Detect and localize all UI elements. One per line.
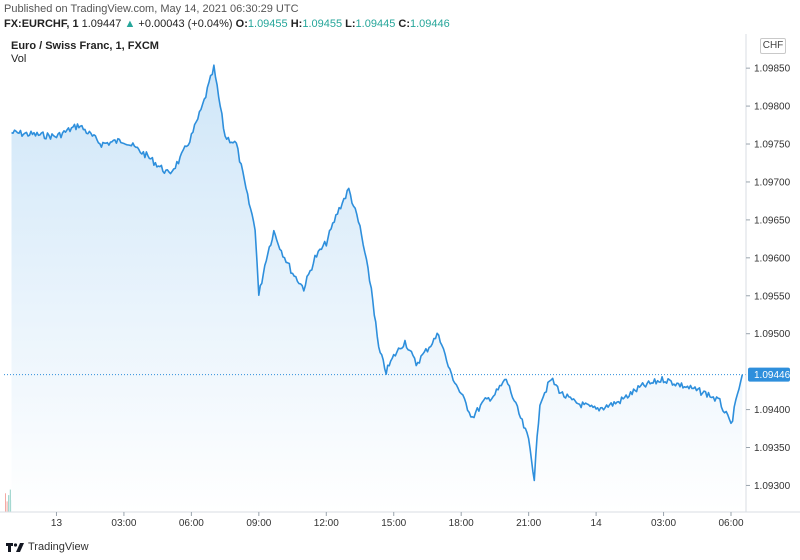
y-tick-label: 1.09350 [754, 443, 791, 454]
volume-bar [9, 489, 11, 512]
ohlc-bar: FX:EURCHF, 1 1.09447 ▲ +0.00043 (+0.04%)… [4, 18, 450, 30]
published-note: Published on TradingView.com, May 14, 20… [4, 3, 299, 15]
high-label: H: [290, 18, 303, 30]
volume-legend: Vol [11, 53, 27, 65]
x-tick-label: 06:00 [718, 518, 743, 529]
x-tick-label: 21:00 [516, 518, 541, 529]
low-label: L: [345, 18, 356, 30]
open-label: O: [235, 18, 248, 30]
volume-bar [5, 493, 6, 512]
price-line [11, 64, 744, 482]
x-tick-label: 06:00 [179, 518, 204, 529]
y-tick-label: 1.09850 [754, 64, 791, 75]
x-tick-label: 12:00 [314, 518, 339, 529]
y-tick-label: 1.09800 [754, 102, 791, 113]
volume-bar [8, 495, 10, 512]
time-axis[interactable]: 13 03:00 06:00 09:00 12:00 15:00 18:00 21:00 14 0… [51, 512, 744, 529]
close-label: C: [398, 18, 410, 30]
y-tick-label: 1.09750 [754, 140, 791, 151]
footer-brand-text: TradingView [28, 541, 89, 553]
last-value: 1.09447 [81, 18, 122, 30]
x-tick-label: 13 [51, 518, 63, 529]
chart-legend-title: Euro / Swiss Franc, 1, FXCM [11, 40, 159, 52]
close-value: 1.09446 [409, 18, 450, 30]
footer-brand[interactable]: TradingView [6, 541, 89, 553]
y-tick-label: 1.09500 [754, 329, 791, 340]
low-value: 1.09445 [355, 18, 396, 30]
currency-badge[interactable]: CHF [760, 38, 786, 54]
y-tick-label: 1.09700 [754, 177, 791, 188]
y-tick-label: 1.09300 [754, 481, 791, 492]
x-tick-label: 03:00 [651, 518, 676, 529]
symbol: FX:EURCHF, 1 [4, 18, 79, 30]
x-tick-label: 18:00 [449, 518, 474, 529]
y-tick-label: 1.09650 [754, 215, 791, 226]
y-tick-label: 1.09550 [754, 291, 791, 302]
y-tick-label: 1.09600 [754, 253, 791, 264]
tradingview-logo-icon [6, 543, 24, 552]
last-price-label: 1.09446 [754, 370, 791, 381]
x-tick-label: 03:00 [111, 518, 136, 529]
volume-bar [6, 501, 8, 512]
last-price-badge: 1.09446 [748, 367, 791, 382]
x-tick-label: 15:00 [381, 518, 406, 529]
change-value: +0.00043 (+0.04%) [138, 18, 233, 30]
high-value: 1.09455 [302, 18, 343, 30]
x-tick-label: 14 [591, 518, 603, 529]
x-tick-label: 09:00 [246, 518, 271, 529]
open-value: 1.09455 [247, 18, 288, 30]
y-tick-label: 1.09400 [754, 405, 791, 416]
up-arrow-icon: ▲ [124, 18, 136, 30]
price-area-fill [11, 65, 743, 512]
price-axis[interactable]: 1.09850 1.09800 1.09750 1.09700 1.09650 1.096… [746, 64, 791, 492]
